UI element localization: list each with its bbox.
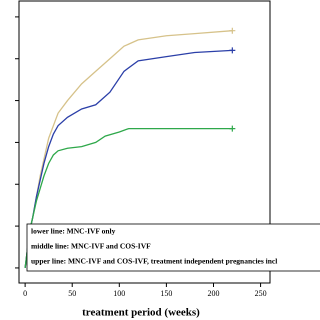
series-line xyxy=(24,127,233,269)
legend-text: middle line: MNC-IVF and COS-IVF xyxy=(31,242,151,251)
x-axis-title: treatment period (weeks) xyxy=(82,307,200,319)
censor-mark xyxy=(229,27,236,34)
legend-text: lower line: MNC-IVF only xyxy=(31,227,116,236)
legend-box xyxy=(26,223,320,272)
x-tick-label: 0 xyxy=(23,289,27,298)
x-tick-label: 150 xyxy=(160,289,172,298)
censor-mark xyxy=(229,47,236,54)
series-line xyxy=(24,49,233,269)
x-tick-label: 100 xyxy=(113,289,125,298)
censor-mark xyxy=(229,125,236,132)
x-tick-label: 200 xyxy=(207,289,219,298)
x-tick-label: 250 xyxy=(255,289,267,298)
legend-text: upper line: MNC-IVF and COS-IVF, treatme… xyxy=(31,257,277,266)
x-tick-label: 50 xyxy=(68,289,76,298)
